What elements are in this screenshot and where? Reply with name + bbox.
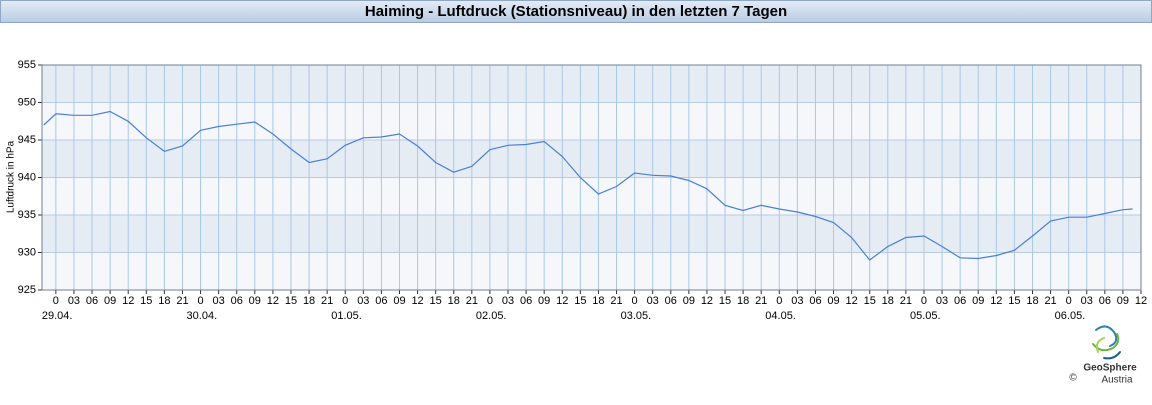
x-tick-label: 06 [231,295,243,307]
x-tick-label: 06 [520,295,532,307]
x-date-label: 30.04. [187,310,218,322]
x-tick-label: 0 [487,295,493,307]
x-tick-label: 18 [882,295,894,307]
x-tick-label: 0 [1066,295,1072,307]
plot-frame [41,64,1142,291]
x-tick-label: 21 [900,295,912,307]
data-line [43,110,1133,261]
x-tick-label: 03 [1081,295,1093,307]
plot-band [42,102,1141,140]
x-tick-label: 21 [321,295,333,307]
x-tick-label: 0 [632,295,638,307]
x-tick-label: 18 [303,295,315,307]
x-tick-label: 06 [809,295,821,307]
plot-band [42,215,1141,253]
x-tick-label: 12 [267,295,279,307]
plot-band [42,252,1141,290]
x-tick-label: 03 [213,295,225,307]
plot-band [42,65,1141,103]
x-tick-label: 06 [954,295,966,307]
x-tick-label: 03 [357,295,369,307]
chart-title: Haiming - Luftdruck (Stationsniveau) in … [365,3,787,20]
x-date-label: 03.05. [621,310,652,322]
x-tick-label: 12 [990,295,1002,307]
x-tick-label: 09 [249,295,261,307]
x-tick-label: 18 [448,295,460,307]
x-tick-label: 12 [1135,295,1147,307]
x-tick-label: 15 [1008,295,1020,307]
y-tick-label: 940 [18,171,36,183]
x-tick-label: 21 [466,295,478,307]
x-tick-label: 21 [1044,295,1056,307]
x-tick-label: 12 [846,295,858,307]
x-tick-label: 18 [1026,295,1038,307]
x-tick-label: 18 [737,295,749,307]
logo: GeoSphere Austria © [1069,325,1137,386]
x-tick-label: 03 [502,295,514,307]
x-tick-label: 18 [158,295,170,307]
x-tick-label: 09 [972,295,984,307]
x-tick-label: 03 [791,295,803,307]
x-tick-label: 15 [285,295,297,307]
x-tick-label: 09 [393,295,405,307]
x-tick-label: 09 [104,295,116,307]
y-tick-label: 935 [18,209,36,221]
x-tick-label: 06 [86,295,98,307]
x-tick-label: 09 [683,295,695,307]
plot-band [42,140,1141,178]
x-tick-label: 0 [197,295,203,307]
x-tick-label: 12 [701,295,713,307]
y-tick-label: 930 [18,246,36,258]
plot-band [42,177,1141,215]
x-tick-label: 21 [176,295,188,307]
x-tick-label: 09 [827,295,839,307]
x-tick-label: 09 [1117,295,1129,307]
x-tick-label: 06 [665,295,677,307]
x-date-label: 29.04. [42,310,73,322]
y-axis-label: Luftdruck in hPa [6,140,17,213]
x-date-label: 04.05. [765,310,796,322]
logo-name: GeoSphere [1083,363,1137,374]
plot [43,110,1133,261]
logo-sub: Austria [1101,375,1133,386]
x-tick-label: 21 [755,295,767,307]
x-date-label: 02.05. [476,310,507,322]
plot-background [42,65,1141,290]
x-tick-label: 15 [574,295,586,307]
x-tick-label: 0 [776,295,782,307]
x-date-label: 05.05. [910,310,941,322]
x-tick-label: 15 [140,295,152,307]
x-tick-label: 18 [592,295,604,307]
x-tick-label: 21 [610,295,622,307]
x-tick-label: 06 [375,295,387,307]
x-tick-label: 03 [647,295,659,307]
logo-copyright: © [1069,373,1077,384]
x-tick-label: 03 [936,295,948,307]
x-tick-label: 0 [342,295,348,307]
x-tick-label: 12 [122,295,134,307]
x-tick-label: 06 [1099,295,1111,307]
y-tick-label: 955 [18,59,36,71]
y-tick-label: 945 [18,134,36,146]
x-date-label: 01.05. [331,310,362,322]
logo-icon [1092,325,1121,360]
x-tick-label: 15 [719,295,731,307]
x-tick-label: 0 [53,295,59,307]
x-tick-label: 12 [411,295,423,307]
x-tick-label: 09 [538,295,550,307]
x-tick-label: 03 [68,295,80,307]
x-tick-label: 12 [556,295,568,307]
y-tick-label: 925 [18,284,36,296]
x-date-label: 06.05. [1055,310,1086,322]
y-tick-label: 950 [18,96,36,108]
x-tick-label: 0 [921,295,927,307]
x-tick-label: 15 [864,295,876,307]
x-tick-label: 15 [430,295,442,307]
